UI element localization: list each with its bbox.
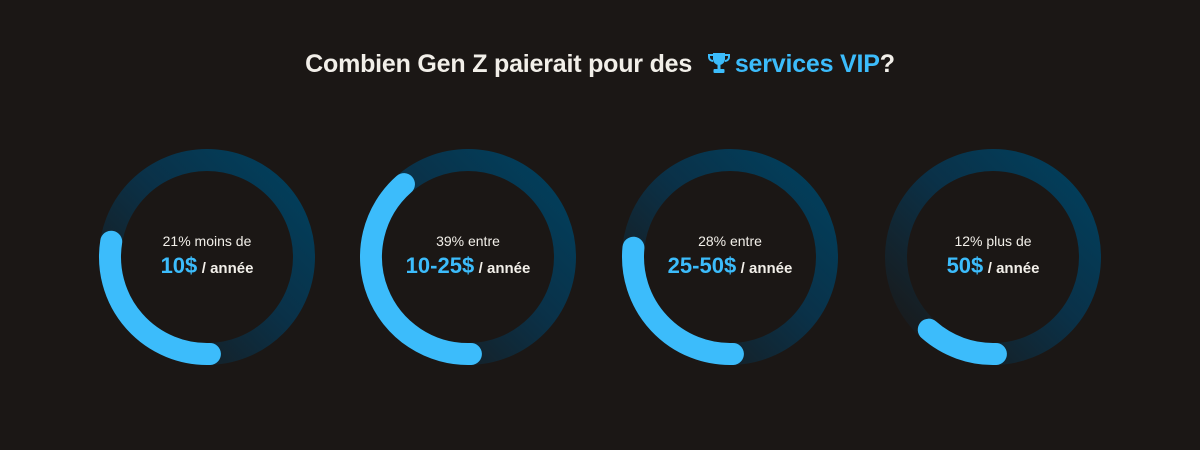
title-text: Combien Gen Z paierait pour des xyxy=(305,50,693,78)
donut-ring: 28% entre 25-50$ / année xyxy=(620,147,840,367)
ring-progress-arc xyxy=(622,236,744,365)
donut-svg xyxy=(885,149,1101,365)
ring-label: 39% entre 10-25$ / année xyxy=(358,233,578,279)
ring-top-text: 12% plus de xyxy=(954,233,1032,249)
ring-progress-arc xyxy=(360,173,482,365)
ring-top-text: 21% moins de xyxy=(162,233,252,249)
ring-amount: 10-25$ xyxy=(405,253,475,278)
ring-top-text: 28% entre xyxy=(698,233,762,249)
trophy-icon xyxy=(707,53,730,73)
donut-svg xyxy=(360,149,576,365)
ring-amount: 50$ xyxy=(946,253,984,278)
donut-ring: 39% entre 10-25$ / année xyxy=(358,147,578,367)
donut-ring: 12% plus de 50$ / année xyxy=(883,147,1103,367)
page-title: Combien Gen Z paierait pour des services… xyxy=(0,50,1200,79)
title-accent: services VIP xyxy=(734,50,880,78)
donut-ring: 21% moins de 10$ / année xyxy=(97,147,317,367)
ring-label: 21% moins de 10$ / année xyxy=(97,233,317,279)
ring-label: 28% entre 25-50$ / année xyxy=(620,233,840,279)
ring-per: / année xyxy=(987,260,1040,277)
donut-svg xyxy=(622,149,838,365)
ring-per: / année xyxy=(740,260,793,277)
ring-top-text: 39% entre xyxy=(436,233,500,249)
ring-per: / année xyxy=(201,260,254,277)
ring-per: / année xyxy=(478,260,531,277)
title-suffix: ? xyxy=(879,50,895,78)
ring-label: 12% plus de 50$ / année xyxy=(883,233,1103,279)
ring-progress-arc xyxy=(917,318,1007,365)
ring-amount: 25-50$ xyxy=(667,253,737,278)
ring-progress-arc xyxy=(99,230,221,365)
ring-amount: 10$ xyxy=(160,253,198,278)
donut-svg xyxy=(99,149,315,365)
